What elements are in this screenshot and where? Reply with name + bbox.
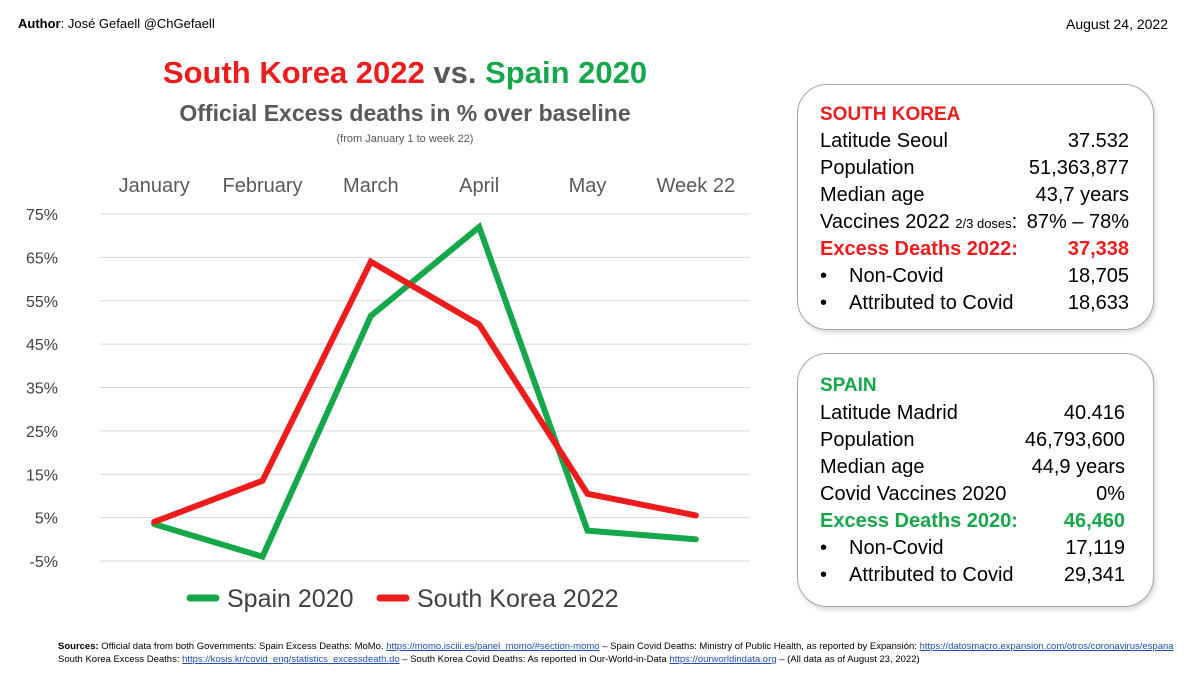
es-population-value: 46,793,600 (1024, 429, 1125, 451)
sources-text: – South Korea Covid Deaths: As reported … (399, 654, 670, 665)
sk-vaccines-value: 87% – 78% (1026, 211, 1129, 233)
y-tick-label: 75% (26, 207, 58, 224)
es-median-age-value: 44,9 years (1031, 456, 1125, 478)
x-category-label: Week 22 (657, 175, 736, 197)
owid-link[interactable]: https://ourworldindata.org (669, 654, 777, 665)
sources-text: – Spain Covid Deaths: Ministry of Public… (599, 641, 920, 652)
y-tick-label: 35% (26, 381, 58, 398)
sk-noncovid-value: 18,705 (1067, 265, 1129, 287)
x-category-label: April (459, 175, 499, 197)
legend-label-spain-2020: Spain 2020 (227, 585, 354, 613)
x-category-label: February (222, 175, 302, 197)
y-tick-label: 55% (26, 294, 58, 311)
legend-label-south-korea-2022: South Korea 2022 (417, 585, 619, 613)
chart-subtitle: Official Excess deaths in % over baselin… (179, 100, 631, 126)
sk-population-label: Population (820, 157, 915, 179)
spain-heading: SPAIN (820, 375, 877, 396)
excess-deaths-line-chart: 75% 65% 55% 45% 35% 25% 15% 5% -5% January Februar… (26, 175, 750, 613)
datosmacro-link[interactable]: https://datosmacro.expansion.com/otros/c… (919, 641, 1174, 652)
y-tick-label: 5% (35, 511, 58, 528)
sources-label: Sources: (58, 641, 99, 652)
title-vs: vs. (424, 55, 486, 90)
sk-median-age-value: 43,7 years (1035, 184, 1129, 206)
sk-population-value: 51,363,877 (1028, 157, 1129, 179)
sk-covid-value: 18,633 (1067, 292, 1129, 314)
sources-text: Official data from both Governments: Spa… (98, 641, 387, 652)
es-population-label: Population (820, 429, 915, 451)
sk-latitude-value: 37.532 (1067, 130, 1129, 152)
x-category-label: January (119, 175, 190, 197)
kosis-link[interactable]: https://kosis.kr/covid_eng/statistics_ex… (182, 654, 400, 665)
es-noncovid-label: Non-Covid (849, 537, 944, 559)
momo-link[interactable]: https://momo.isciii.es/panel_momo/#secti… (386, 641, 600, 652)
sk-noncovid-label: Non-Covid (849, 265, 944, 287)
chart-title: South Korea 2022 vs. Spain 2020 (100, 55, 710, 91)
sk-excess-value: 37,338 (1067, 238, 1129, 260)
bullet-icon: • (820, 537, 828, 559)
title-spain: Spain 2020 (485, 55, 648, 90)
y-tick-label: 25% (26, 424, 58, 441)
sk-covid-label: Attributed to Covid (849, 292, 1014, 314)
sources-text: South Korea Excess Deaths: (58, 654, 183, 665)
sources-footnote: Sources: Official data from both Governm… (58, 640, 1174, 666)
sk-median-age-label: Median age (820, 184, 925, 206)
es-vaccines-value: 0% (1096, 483, 1125, 505)
chart-note: (from January 1 to week 22) (336, 133, 474, 145)
sk-excess-label: Excess Deaths 2022: (820, 238, 1018, 260)
x-category-label: May (569, 175, 607, 197)
south-korea-heading: SOUTH KOREA (820, 104, 961, 125)
author-label: Author (18, 16, 61, 31)
bullet-icon: • (820, 564, 828, 586)
spain-info-box: SPAIN Latitude Madrid 40.416 Population 46… (797, 353, 1154, 607)
author-text: : José Gefaell @ChGefaell (60, 16, 215, 31)
y-tick-label: 65% (26, 250, 58, 267)
es-excess-value: 46,460 (1063, 510, 1125, 532)
sk-latitude-label: Latitude Seoul (820, 130, 948, 152)
south-korea-info-box: SOUTH KOREA Latitude Seoul 37.532 Populat… (797, 84, 1154, 330)
x-category-label: March (343, 175, 399, 197)
series-line-south-korea-2022 (151, 257, 699, 525)
y-tick-label: -5% (30, 554, 58, 571)
es-covid-value: 29,341 (1063, 564, 1125, 586)
es-noncovid-value: 17,119 (1065, 537, 1125, 559)
author-credit: Author: José Gefaell @ChGefaell (18, 16, 215, 31)
y-tick-label: 15% (26, 467, 58, 484)
y-tick-label: 45% (26, 337, 58, 354)
bullet-icon: • (820, 265, 828, 287)
es-vaccines-label: Covid Vaccines 2020 (820, 483, 1007, 505)
bullet-icon: • (820, 292, 828, 314)
sources-text: – (All data as of August 23, 2022) (776, 654, 920, 665)
series-line-spain-2020 (151, 221, 699, 561)
es-median-age-label: Median age (820, 456, 925, 478)
es-latitude-label: Latitude Madrid (820, 402, 958, 424)
es-covid-label: Attributed to Covid (849, 564, 1014, 586)
sk-vaccines-doses: 2/3 doses (955, 216, 1012, 231)
es-excess-label: Excess Deaths 2020: (820, 510, 1018, 532)
title-south-korea: South Korea 2022 (162, 55, 425, 90)
publish-date: August 24, 2022 (1066, 16, 1168, 32)
es-latitude-value: 40.416 (1063, 402, 1125, 424)
sk-vaccines-label: Vaccines 2022 2/3 doses: (820, 211, 1018, 233)
